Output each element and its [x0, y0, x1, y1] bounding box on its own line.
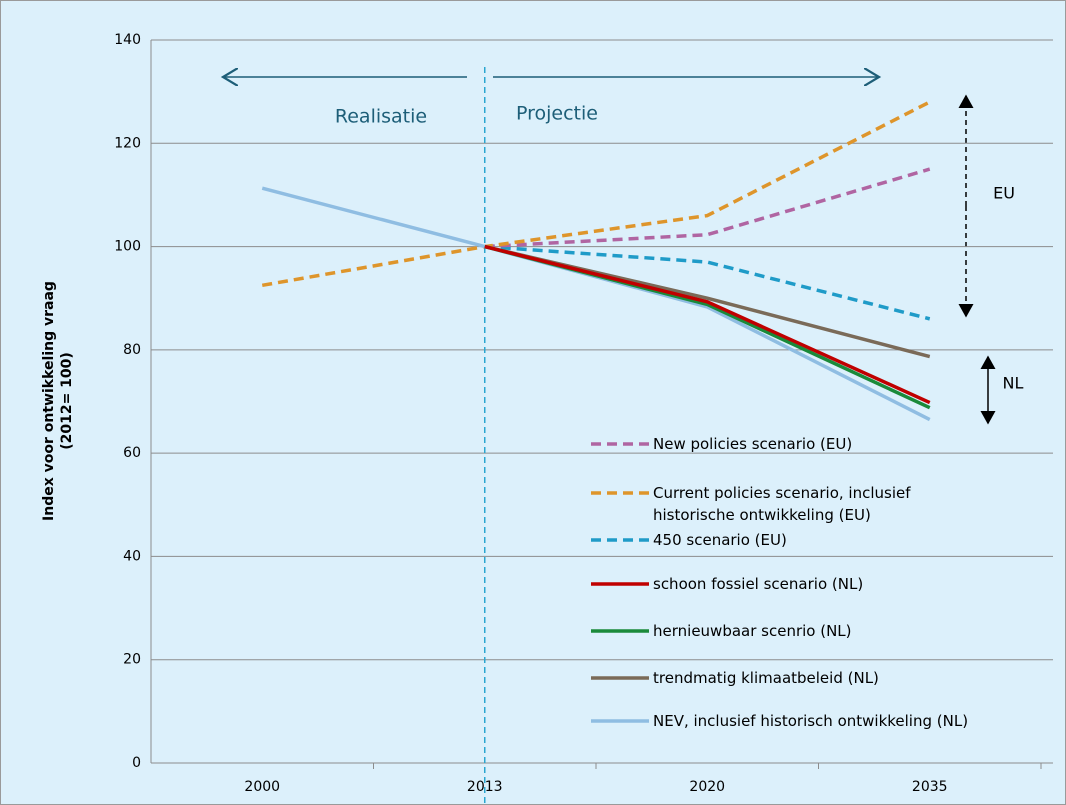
y-axis-label: (2012= 100): [59, 352, 75, 450]
series-line: [261, 100, 931, 288]
series-line: [484, 244, 931, 405]
legend-label: schoon fossiel scenario (NL): [653, 575, 864, 593]
series-line: [484, 167, 931, 249]
legend-label: 450 scenario (EU): [653, 531, 787, 549]
legend-label: Current policies scenario, inclusief his…: [653, 484, 911, 524]
y-tick-label: 60: [123, 445, 141, 461]
series-line: [261, 186, 931, 422]
legend-label: NEV, inclusief historisch ontwikkeling (…: [653, 712, 969, 730]
legend-label: trendmatig klimaatbeleid (NL): [653, 669, 879, 687]
y-tick-label: 80: [123, 342, 141, 358]
annotation: Realisatie: [335, 106, 427, 128]
annotation: EU: [993, 184, 1015, 203]
y-tick-label: 40: [123, 548, 141, 564]
x-tick-label: 2000: [244, 779, 280, 795]
y-axis-label: Index voor ontwikkeling vraag: [41, 281, 57, 521]
annotation: Projectie: [516, 103, 598, 125]
series-line: [484, 244, 931, 410]
y-tick-label: 140: [114, 32, 141, 48]
y-tick-label: 120: [114, 135, 141, 151]
x-tick-label: 2020: [689, 779, 725, 795]
y-tick-label: 100: [114, 239, 141, 255]
legend-label: hernieuwbaar scenrio (NL): [653, 622, 852, 640]
legend-label: New policies scenario (EU): [653, 435, 853, 453]
x-tick-label: 2035: [912, 779, 948, 795]
y-tick-label: 0: [132, 755, 141, 771]
y-tick-label: 20: [123, 652, 141, 668]
series-line: [484, 244, 931, 321]
annotation: NL: [1003, 374, 1024, 393]
